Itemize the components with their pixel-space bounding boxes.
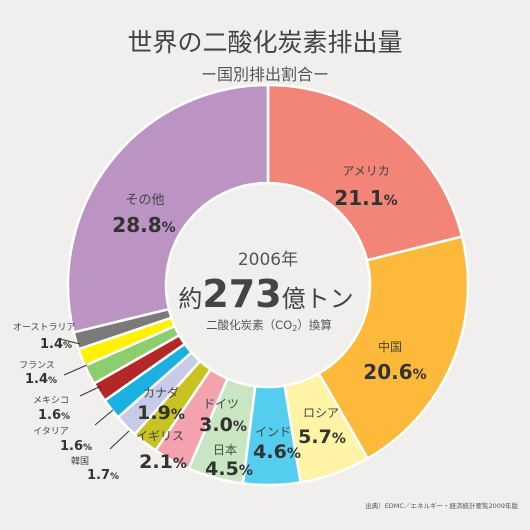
center-unit: 億トン bbox=[282, 285, 354, 313]
slice-13 bbox=[66, 83, 270, 334]
slice-value-7: 1.9% bbox=[137, 402, 185, 424]
slice-label-11: フランス bbox=[19, 360, 55, 371]
leader-line-8 bbox=[109, 430, 130, 450]
slice-value-4: 4.5% bbox=[205, 458, 253, 480]
leader-line-11 bbox=[63, 364, 88, 376]
slice-label-8: 韓国 bbox=[71, 456, 89, 467]
chart-title: 世界の二酸化炭素排出量 bbox=[127, 28, 402, 57]
center-total: 約273億トン bbox=[178, 272, 353, 316]
slice-label-0: アメリカ bbox=[342, 164, 389, 178]
slice-label-6: イギリス bbox=[136, 429, 184, 443]
slice-value-6: 2.1% bbox=[139, 451, 187, 473]
slice-0 bbox=[266, 83, 464, 262]
slice-value-13: 28.8% bbox=[112, 213, 175, 237]
slice-value-5: 3.0% bbox=[199, 414, 247, 436]
slice-value-9: 1.6% bbox=[60, 439, 92, 454]
slice-value-12: 1.4% bbox=[40, 337, 72, 352]
slice-value-11: 1.4% bbox=[25, 372, 57, 387]
slice-label-12: オーストラリア bbox=[13, 322, 76, 333]
slice-value-0: 21.1% bbox=[334, 186, 397, 210]
slice-label-1: 中国 bbox=[378, 339, 402, 354]
center-prefix: 約 bbox=[178, 285, 202, 313]
center-note: 二酸化炭素（CO2）換算 bbox=[206, 318, 332, 333]
slice-label-7: カナダ bbox=[143, 385, 179, 400]
chart-subtitle: ー国別排出割合ー bbox=[201, 65, 329, 84]
slice-label-4: 日本 bbox=[213, 443, 237, 457]
center-note-text: 二酸化炭素（CO bbox=[206, 318, 292, 332]
slice-value-8: 1.7% bbox=[87, 468, 119, 483]
center-amount: 273 bbox=[202, 272, 281, 316]
slice-value-2: 5.7% bbox=[298, 426, 346, 448]
center-note-sub: 2 bbox=[292, 324, 297, 333]
slice-value-3: 4.6% bbox=[253, 441, 301, 463]
slice-value-1: 20.6% bbox=[363, 360, 426, 384]
slice-value-10: 1.6% bbox=[38, 408, 70, 423]
leader-line-9 bbox=[94, 409, 114, 426]
slice-label-3: インド bbox=[255, 425, 291, 439]
slice-label-10: メキシコ bbox=[33, 396, 69, 406]
leader-lines bbox=[59, 338, 130, 450]
source-note: 出典）EDMC／エネルギー・経済統計要覧2009年版 bbox=[365, 501, 518, 510]
center-year: 2006年 bbox=[238, 250, 298, 270]
center-note-end: ）換算 bbox=[297, 318, 332, 332]
slice-labels: アメリカ 21.1% 中国 20.6% ロシア 5.7% インド 4.6% 日本4.5% ドイツ 3… bbox=[13, 164, 427, 483]
slice-label-9: イタリア bbox=[33, 426, 69, 437]
slice-1 bbox=[317, 234, 470, 461]
slice-label-13: その他 bbox=[125, 193, 164, 208]
leader-line-10 bbox=[79, 385, 102, 397]
leader-line-12 bbox=[59, 338, 81, 345]
slice-label-2: ロシア bbox=[303, 406, 339, 420]
slice-label-5: ドイツ bbox=[203, 397, 239, 411]
slices-group bbox=[66, 83, 470, 487]
